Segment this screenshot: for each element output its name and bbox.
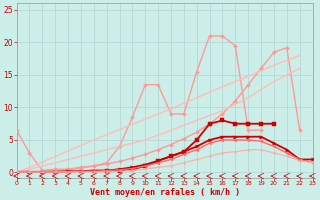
- X-axis label: Vent moyen/en rafales ( km/h ): Vent moyen/en rafales ( km/h ): [90, 188, 240, 197]
